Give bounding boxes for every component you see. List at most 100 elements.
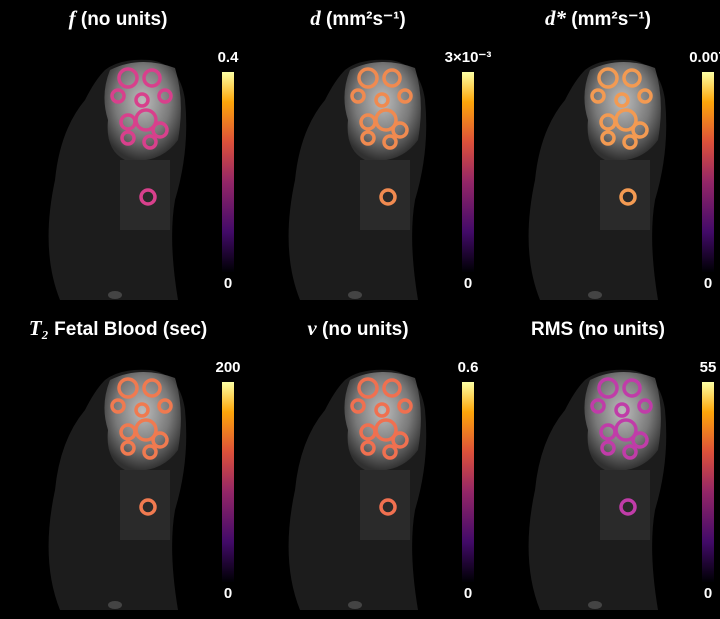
vessel-ring: [622, 378, 642, 398]
colorbar: [222, 72, 234, 272]
vessel-ring: [614, 92, 630, 108]
colorbar: [702, 382, 714, 582]
vessel-ring: [619, 498, 637, 516]
vessel-ring: [600, 440, 616, 456]
panel-title: d (mm²s⁻¹): [310, 6, 405, 30]
vessel-ring: [134, 402, 150, 418]
title-label: (mm²s⁻¹): [571, 9, 651, 30]
panel: v (no units) 0.6 0: [288, 316, 478, 610]
title-label: Fetal Blood (sec): [54, 319, 207, 340]
panel: T₂ Fetal Blood (sec) 200 0: [29, 316, 241, 610]
small-structure: [588, 291, 602, 299]
vessel-ring: [350, 88, 366, 104]
vessel-ring: [357, 377, 379, 399]
vessel-ring: [397, 398, 413, 414]
vessel-ring: [142, 378, 162, 398]
vessel-ring: [151, 121, 169, 139]
spine-region: [600, 470, 650, 540]
vessel-ring: [379, 188, 397, 206]
spine-region: [120, 160, 170, 230]
vessel-ring: [600, 130, 616, 146]
panel: RMS (no units) 55 0: [528, 319, 717, 610]
panel-title: d* (mm²s⁻¹): [545, 6, 651, 30]
colorbar-min-label: 0: [224, 585, 232, 602]
vessel-ring: [622, 134, 638, 150]
vessel-ring: [134, 92, 150, 108]
small-structure: [108, 291, 122, 299]
vessel-ring: [614, 402, 630, 418]
vessel-ring: [139, 188, 157, 206]
panel: d (mm²s⁻¹) 3×10⁻³ 0: [288, 6, 492, 300]
small-structure: [348, 291, 362, 299]
vessel-ring: [622, 444, 638, 460]
vessel-ring: [142, 444, 158, 460]
vessel-ring: [631, 431, 649, 449]
title-symbol: v: [307, 316, 317, 340]
title-symbol: d: [310, 6, 321, 30]
colorbar-max-label: 3×10⁻³: [445, 49, 492, 66]
vessel-ring: [157, 398, 173, 414]
vessel-ring: [110, 88, 126, 104]
spine-region: [360, 470, 410, 540]
panel-title: f (no units): [69, 6, 168, 30]
vessel-ring: [637, 88, 653, 104]
spine-region: [120, 470, 170, 540]
small-structure: [108, 601, 122, 609]
vessel-ring: [357, 67, 379, 89]
panel-title: v (no units): [307, 316, 408, 340]
vessel-ring: [151, 431, 169, 449]
colorbar: [462, 382, 474, 582]
vessel-ring: [391, 431, 409, 449]
colorbar: [702, 72, 714, 272]
title-symbol: d*: [545, 6, 567, 30]
vessel-ring: [142, 68, 162, 88]
colorbar-max-label: 0.007: [689, 49, 720, 66]
title-symbol: f: [69, 6, 78, 30]
colorbar-min-label: 0: [464, 275, 472, 292]
vessel-ring: [622, 68, 642, 88]
spine-region: [600, 160, 650, 230]
vessel-ring: [379, 498, 397, 516]
colorbar-min-label: 0: [704, 275, 712, 292]
panel-title: RMS (no units): [531, 319, 665, 340]
panel-title: T₂ Fetal Blood (sec): [29, 316, 208, 340]
title-label: RMS (no units): [531, 319, 665, 340]
vessel-ring: [619, 188, 637, 206]
small-structure: [348, 601, 362, 609]
vessel-ring: [637, 398, 653, 414]
colorbar-min-label: 0: [704, 585, 712, 602]
panel: d* (mm²s⁻¹) 0.007 0: [528, 6, 720, 300]
colorbar-min-label: 0: [464, 585, 472, 602]
vessel-ring: [374, 92, 390, 108]
title-label: (mm²s⁻¹): [326, 9, 406, 30]
vessel-ring: [374, 402, 390, 418]
vessel-ring: [382, 134, 398, 150]
vessel-ring: [110, 398, 126, 414]
vessel-ring: [120, 130, 136, 146]
vessel-ring: [359, 113, 377, 131]
vessel-ring: [590, 88, 606, 104]
small-structure: [588, 601, 602, 609]
vessel-ring: [599, 113, 617, 131]
vessel-ring: [359, 423, 377, 441]
vessel-ring: [119, 113, 137, 131]
vessel-ring: [157, 88, 173, 104]
vessel-ring: [117, 377, 139, 399]
colorbar-max-label: 55: [700, 359, 717, 376]
vessel-ring: [139, 498, 157, 516]
panel: f (no units) 0.4 0: [48, 6, 240, 300]
colorbar-min-label: 0: [224, 275, 232, 292]
vessel-ring: [382, 68, 402, 88]
title-label: (no units): [322, 319, 409, 340]
vessel-ring: [590, 398, 606, 414]
vessel-ring: [597, 377, 619, 399]
vessel-ring: [360, 440, 376, 456]
vessel-ring: [631, 121, 649, 139]
colorbar-max-label: 0.4: [218, 49, 240, 66]
spine-region: [360, 160, 410, 230]
vessel-ring: [382, 444, 398, 460]
vessel-ring: [599, 423, 617, 441]
vessel-ring: [119, 423, 137, 441]
vessel-ring: [120, 440, 136, 456]
